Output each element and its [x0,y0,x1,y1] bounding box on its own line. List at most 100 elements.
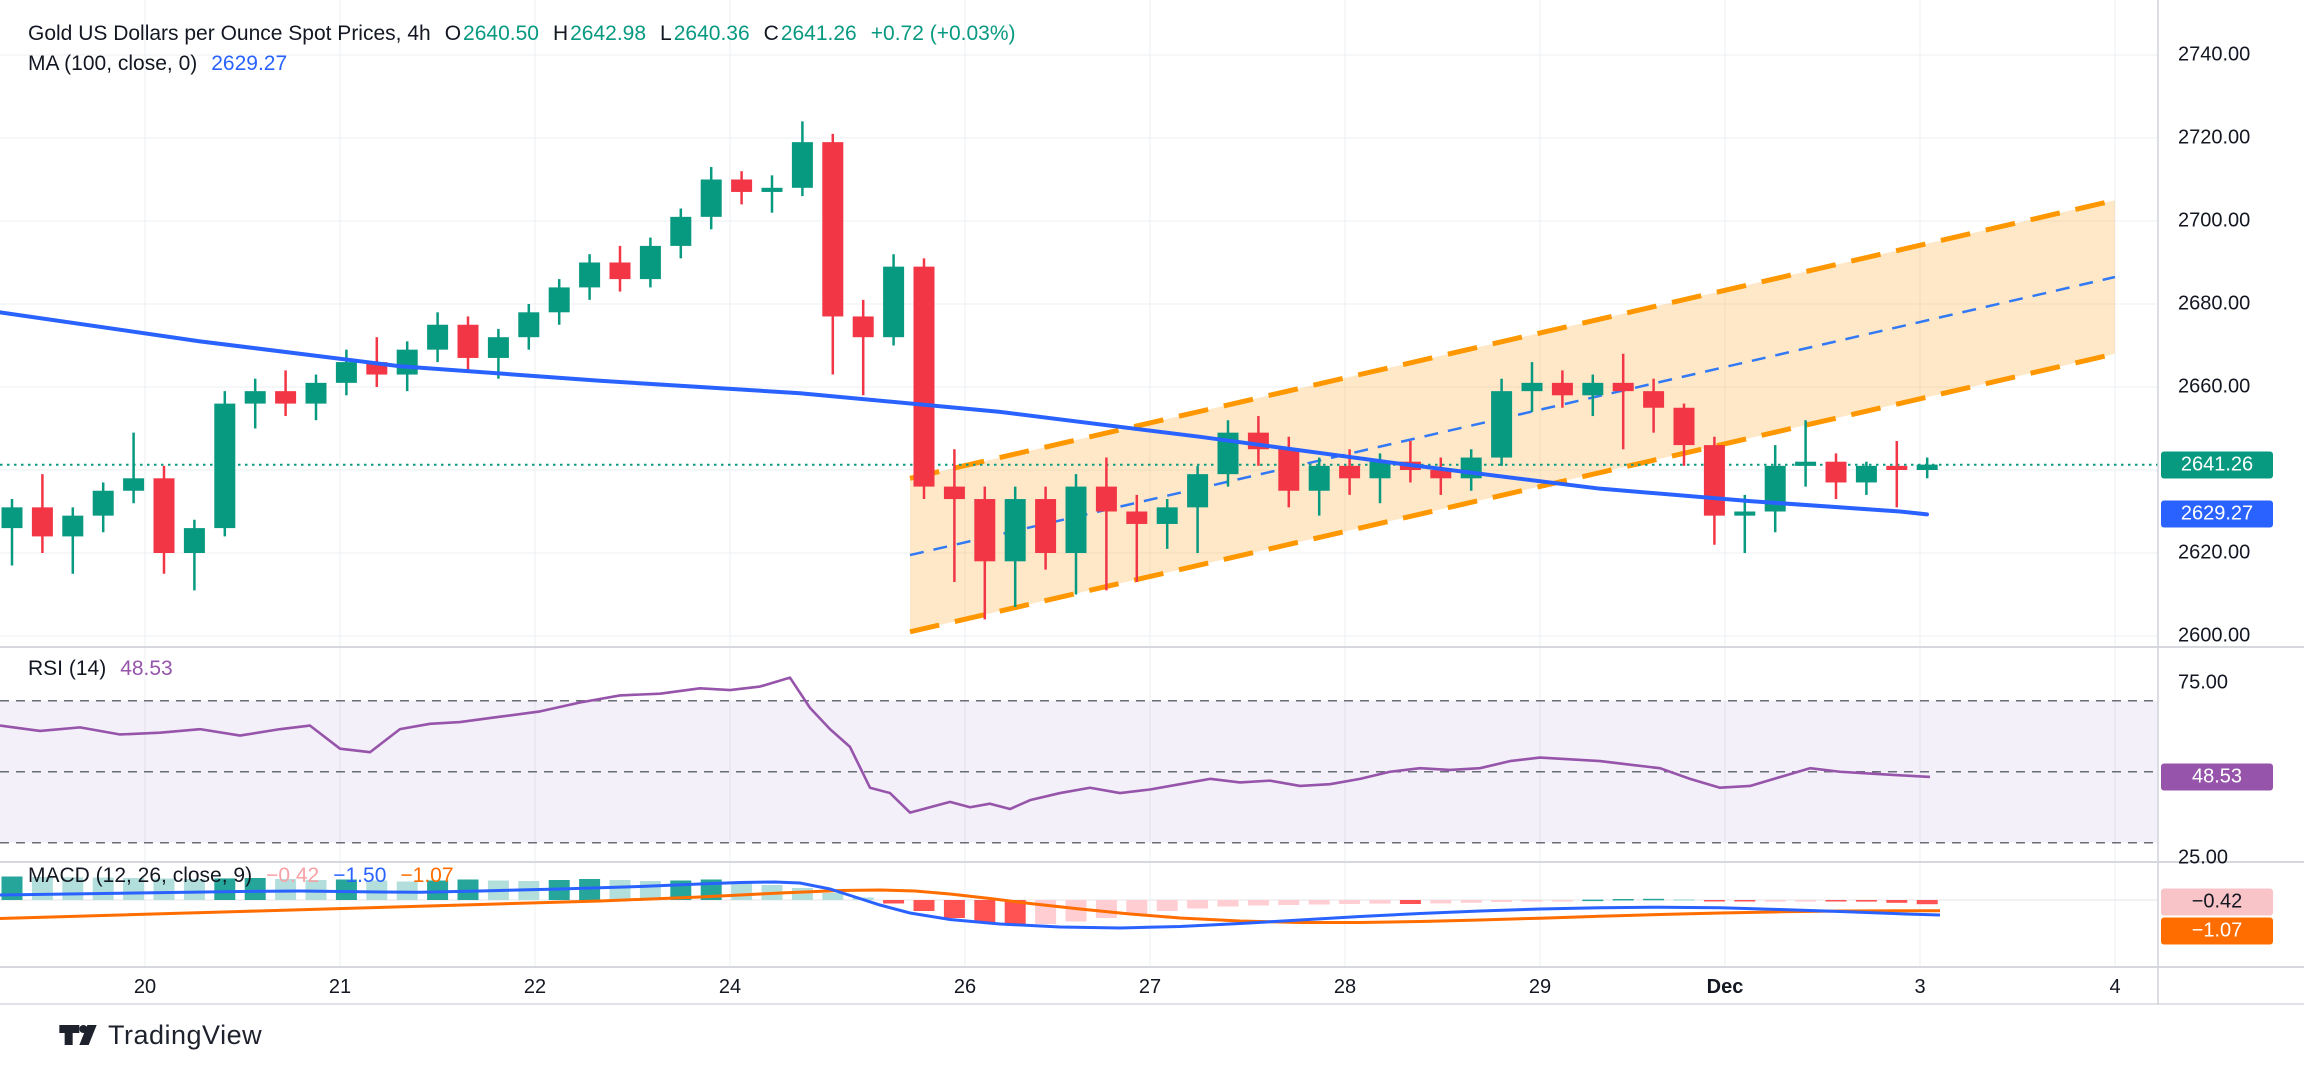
change-value: +0.72 (+0.03%) [870,22,1016,45]
axis-tick-label: 2660.00 [2178,375,2251,398]
time-tick-label: 27 [1138,976,1162,998]
candle-body [1551,382,1573,396]
candle-body [153,478,175,553]
time-tick-label: 22 [523,976,547,998]
macd-histogram-bar [883,900,905,904]
time-tick-label: 24 [718,976,742,998]
candle-body [1339,465,1361,479]
macd-histogram-bar [1399,900,1421,904]
candle-body [822,142,844,317]
tradingview-logo[interactable]: TradingView [58,1018,262,1052]
macd-hist-badge: −0.42 [2161,888,2273,916]
macd-histogram-bar [1612,899,1634,901]
candle-body [1308,465,1330,491]
rsi-legend[interactable]: RSI (14) 48.53 [28,657,173,681]
time-tick-label: 21 [328,976,352,998]
tradingview-logo-text: TradingView [108,1019,263,1050]
candle-body [1,507,23,529]
candle-body [883,266,905,338]
macd-histogram-bar [153,878,175,900]
macd-histogram-bar [1065,900,1087,922]
macd-histogram-bar [1673,899,1695,901]
axis-tick-label: 25.00 [2178,846,2229,869]
macd-histogram-bar [1430,900,1452,904]
macd-histogram-bar [1825,900,1847,902]
macd-histogram-bar [1491,900,1513,902]
candle-body [791,142,813,188]
candle-body [92,490,114,516]
candle-body [1764,465,1786,512]
macd-histogram-bar [1643,898,1665,901]
candle-body [123,478,145,491]
high-value: 2642.98 [570,22,647,45]
time-tick-label: Dec [1706,976,1744,998]
time-tick-label: 29 [1528,976,1552,998]
macd-histogram-bar [639,881,661,900]
candle-body [1521,382,1543,392]
close-label: C [763,22,779,45]
rsi-label: RSI (14) [28,657,107,680]
regression-channel-fill [910,200,2115,632]
candle-body [1004,499,1026,562]
macd-histogram-bar [1278,900,1300,905]
candle-body [1430,470,1452,479]
macd-signal-badge: −1.07 [2161,917,2273,945]
tradingview-logo-icon [59,1025,97,1045]
candle-body [670,216,692,246]
macd-histogram-bar [1308,900,1330,905]
candle-body [1612,382,1634,392]
axis-tick-label: 2600.00 [2178,624,2251,647]
macd-histogram-bar [609,880,631,900]
candle-body [1582,382,1604,396]
symbol-legend[interactable]: Gold US Dollars per Ounce Spot Prices, 4… [28,22,1016,46]
macd-histogram-bar [1855,900,1877,902]
candle-body [1795,461,1817,466]
time-tick-label: 26 [953,976,977,998]
candle-body [639,245,661,280]
macd-label: MACD (12, 26, close, 9) [28,864,253,887]
candle-body [275,391,297,404]
ma100-line [0,310,1929,517]
ma-legend[interactable]: MA (100, close, 0) 2629.27 [28,52,287,76]
candle-body [1035,499,1057,553]
last-price-badge: 2641.26 [2161,451,2273,479]
macd-histogram-bar [731,883,753,900]
macd-histogram-bar [943,900,965,918]
symbol-title: Gold US Dollars per Ounce Spot Prices, 4… [28,22,431,45]
candle-body [183,528,205,553]
axis-tick-label: 2680.00 [2178,292,2251,315]
candle-body [457,324,479,358]
macd-signal-line [0,888,1940,924]
candle-body [548,287,570,313]
macd-histogram-bar [1886,900,1908,903]
macd-histogram-bar [1551,900,1573,902]
low-label: L [660,22,672,45]
candle-body [731,179,753,192]
macd-histogram-bar [427,880,449,900]
macd-histogram-bar [1247,900,1269,906]
candle-body [1491,391,1513,458]
candle-body [761,187,783,192]
high-label: H [552,22,569,45]
candle-body [609,262,631,280]
macd-histogram-bar [1217,900,1239,907]
macd-histogram-bar [791,888,813,900]
channel-lower-line [909,351,2116,635]
macd-signal-value: −1.07 [400,864,454,887]
macd-histogram-bar [1156,900,1178,911]
candle-body [487,337,509,358]
candle-body [244,391,266,404]
candle-body [1187,474,1209,508]
axis-tick-label: 2740.00 [2178,43,2251,66]
candle-body [700,179,722,217]
candle-body [214,403,236,529]
macd-histogram-bar [214,878,236,900]
open-label: O [444,22,462,45]
macd-legend[interactable]: MACD (12, 26, close, 9) −0.42 −1.50 −1.0… [28,864,454,888]
ma-value: 2629.27 [211,52,288,75]
candle-body [1126,511,1148,524]
time-tick-label: 28 [1333,976,1357,998]
macd-histogram-bar [1582,899,1604,902]
chart-canvas[interactable] [0,0,2304,1005]
